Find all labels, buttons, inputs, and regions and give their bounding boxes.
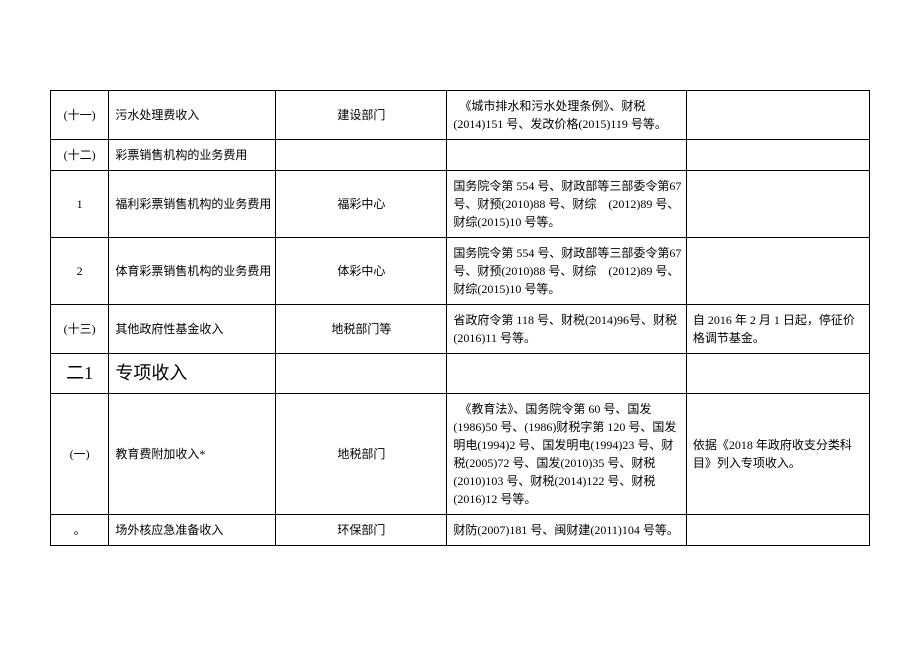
- table-row: 1 福利彩票销售机构的业务费用 福彩中心 国务院令第 554 号、财政部等三部委…: [51, 171, 870, 238]
- document-page: (十一) 污水处理费收入 建设部门 《城市排水和污水处理条例》、财税(2014)…: [0, 0, 920, 596]
- cell-dept: 体彩中心: [276, 238, 447, 305]
- cell-dept: 环保部门: [276, 515, 447, 546]
- cell-idx: (十二): [51, 140, 109, 171]
- cell-note: 依据《2018 年政府收支分类科目》列入专项收入。: [686, 394, 869, 515]
- cell-basis: 国务院令第 554 号、财政部等三部委令第67 号、财预(2010)88 号、财…: [447, 238, 686, 305]
- cell-basis: [447, 140, 686, 171]
- cell-note: [686, 515, 869, 546]
- cell-note: [686, 91, 869, 140]
- cell-dept: 地税部门: [276, 394, 447, 515]
- cell-note: [686, 354, 869, 394]
- table-row: (一) 教育费附加收入* 地税部门 《教育法》、国务院令第 60 号、国发(19…: [51, 394, 870, 515]
- table-row: (十三) 其他政府性基金收入 地税部门等 省政府令第 118 号、财税(2014…: [51, 305, 870, 354]
- cell-basis: 省政府令第 118 号、财税(2014)96号、财税(2016)11 号等。: [447, 305, 686, 354]
- cell-basis: 财防(2007)181 号、闽财建(2011)104 号等。: [447, 515, 686, 546]
- cell-idx: 2: [51, 238, 109, 305]
- table-row: 。 场外核应急准备收入 环保部门 财防(2007)181 号、闽财建(2011)…: [51, 515, 870, 546]
- cell-name: 教育费附加收入*: [109, 394, 276, 515]
- cell-idx: 。: [51, 515, 109, 546]
- cell-basis: 《城市排水和污水处理条例》、财税(2014)151 号、发改价格(2015)11…: [447, 91, 686, 140]
- cell-name: 污水处理费收入: [109, 91, 276, 140]
- cell-name: 体育彩票销售机构的业务费用: [109, 238, 276, 305]
- cell-idx: 二1: [51, 354, 109, 394]
- cell-idx: (十三): [51, 305, 109, 354]
- cell-name: 其他政府性基金收入: [109, 305, 276, 354]
- cell-dept: [276, 140, 447, 171]
- table-row: 2 体育彩票销售机构的业务费用 体彩中心 国务院令第 554 号、财政部等三部委…: [51, 238, 870, 305]
- cell-name: 场外核应急准备收入: [109, 515, 276, 546]
- cell-note: [686, 140, 869, 171]
- cell-dept: 建设部门: [276, 91, 447, 140]
- cell-idx: 1: [51, 171, 109, 238]
- cell-name: 福利彩票销售机构的业务费用: [109, 171, 276, 238]
- cell-basis: 国务院令第 554 号、财政部等三部委令第67 号、财预(2010)88 号、财…: [447, 171, 686, 238]
- cell-dept: 地税部门等: [276, 305, 447, 354]
- table-row-section: 二1 专项收入: [51, 354, 870, 394]
- cell-name: 彩票销售机构的业务费用: [109, 140, 276, 171]
- cell-basis: 《教育法》、国务院令第 60 号、国发(1986)50 号、(1986)财税字第…: [447, 394, 686, 515]
- cell-idx: (一): [51, 394, 109, 515]
- table-row: (十一) 污水处理费收入 建设部门 《城市排水和污水处理条例》、财税(2014)…: [51, 91, 870, 140]
- fee-income-table: (十一) 污水处理费收入 建设部门 《城市排水和污水处理条例》、财税(2014)…: [50, 90, 870, 546]
- cell-name: 专项收入: [109, 354, 276, 394]
- cell-dept: 福彩中心: [276, 171, 447, 238]
- cell-note: 自 2016 年 2 月 1 日起，停征价格调节基金。: [686, 305, 869, 354]
- cell-note: [686, 171, 869, 238]
- cell-basis: [447, 354, 686, 394]
- table-body: (十一) 污水处理费收入 建设部门 《城市排水和污水处理条例》、财税(2014)…: [51, 91, 870, 546]
- cell-idx: (十一): [51, 91, 109, 140]
- table-row: (十二) 彩票销售机构的业务费用: [51, 140, 870, 171]
- cell-note: [686, 238, 869, 305]
- cell-dept: [276, 354, 447, 394]
